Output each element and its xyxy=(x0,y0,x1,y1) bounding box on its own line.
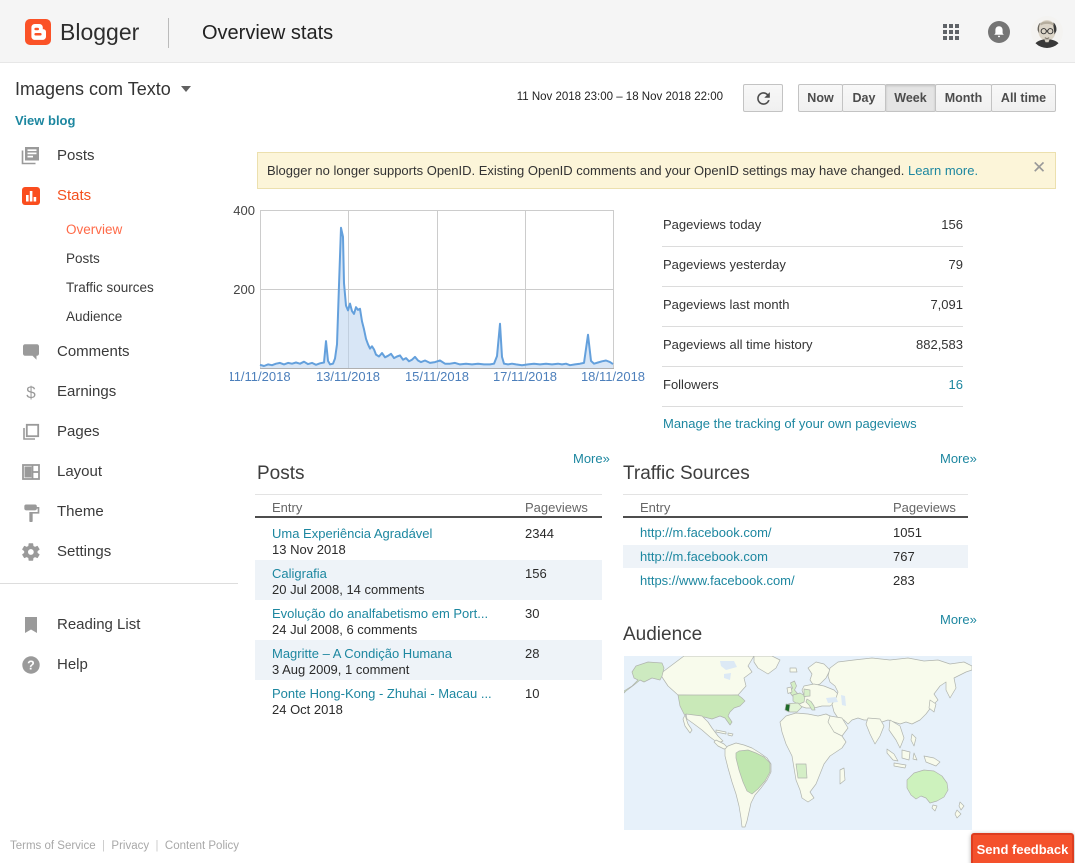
svg-text:11/11/2018: 11/11/2018 xyxy=(230,369,291,384)
svg-text:13/11/2018: 13/11/2018 xyxy=(316,369,380,384)
svg-text:400: 400 xyxy=(233,203,255,218)
svg-text:17/11/2018: 17/11/2018 xyxy=(493,369,557,384)
svg-text:?: ? xyxy=(27,658,35,672)
svg-text:200: 200 xyxy=(233,282,255,297)
svg-text:15/11/2018: 15/11/2018 xyxy=(405,369,469,384)
svg-text:18/11/2018: 18/11/2018 xyxy=(581,369,645,384)
svg-text:$: $ xyxy=(26,383,36,402)
